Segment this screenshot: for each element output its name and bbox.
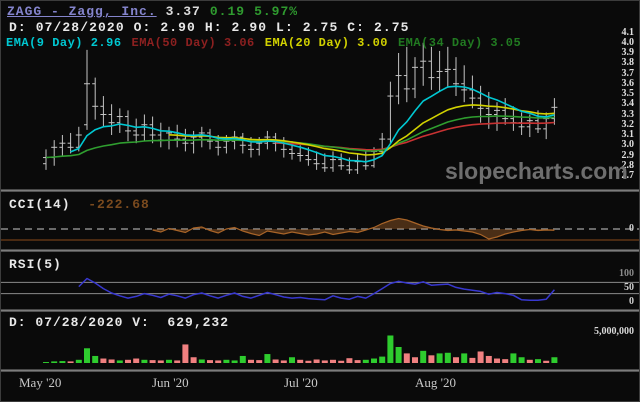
price-tick: 3.0 (621, 139, 635, 151)
last-price: 3.37 (165, 4, 201, 19)
price-tick: 2.7 (621, 170, 635, 181)
panel-divider (1, 309, 639, 312)
month-label: Aug '20 (415, 375, 456, 390)
panel-divider (1, 249, 639, 252)
cci-label-row: CCI(14) -222.68 (9, 197, 150, 212)
ohlc-readout: D: 07/28/2020 O: 2.90 H: 2.90 L: 2.75 C:… (9, 20, 410, 35)
ticker-link[interactable]: ZAGG - Zagg, Inc. (7, 4, 157, 19)
price-tick: 3.1 (621, 129, 635, 140)
title-bar: ZAGG - Zagg, Inc. 3.37 0.19 5.97% (7, 4, 298, 19)
month-label: Jul '20 (284, 375, 318, 390)
cci-label: CCI(14) (9, 197, 71, 212)
price-tick: 3.7 (621, 67, 635, 79)
rsi-scale-label: 50 (624, 282, 634, 293)
price-change-pct: 5.97% (254, 4, 299, 19)
ema-legend-item: EMA(34 Day) 3.05 (397, 36, 522, 50)
price-tick: 3.3 (621, 108, 635, 120)
watermark: slopecharts.com (445, 158, 628, 184)
price-tick: 3.4 (621, 98, 635, 110)
price-tick: 2.8 (621, 159, 635, 171)
ema-legend-item: EMA(9 Day) 2.96 (6, 36, 122, 50)
price-tick: 3.9 (621, 47, 635, 58)
ema-legend: EMA(9 Day) 2.96 EMA(50 Day) 3.06 EMA(20 Da… (6, 36, 521, 50)
price-tick: 3.2 (621, 118, 635, 130)
cci-zero-label: 0 (629, 223, 634, 234)
rsi-label: RSI(5) (9, 257, 62, 272)
price-tick: 4.0 (621, 36, 635, 48)
price-tick: 3.6 (621, 77, 635, 89)
panel-divider (1, 369, 639, 372)
price-tick: 3.5 (621, 88, 635, 99)
ema-legend-item: EMA(50 Day) 3.06 (131, 36, 255, 50)
rsi-scale-label: 100 (619, 268, 634, 279)
month-label: May '20 (19, 375, 62, 390)
volume-readout: D: 07/28/2020 V: 629,232 (9, 315, 230, 330)
rsi-scale-label: 0 (629, 296, 634, 307)
ema-legend-item: EMA(20 Day) 3.00 (264, 36, 388, 50)
price-tick: 4.1 (621, 26, 635, 38)
price-change: 0.19 (209, 4, 246, 19)
panel-divider (1, 189, 639, 192)
volume-scale-label: 5,000,000 (594, 326, 634, 337)
cci-value: -222.68 (88, 197, 150, 212)
price-tick: 3.8 (621, 57, 635, 69)
month-label: Jun '20 (152, 375, 189, 390)
price-tick: 2.9 (621, 149, 635, 161)
